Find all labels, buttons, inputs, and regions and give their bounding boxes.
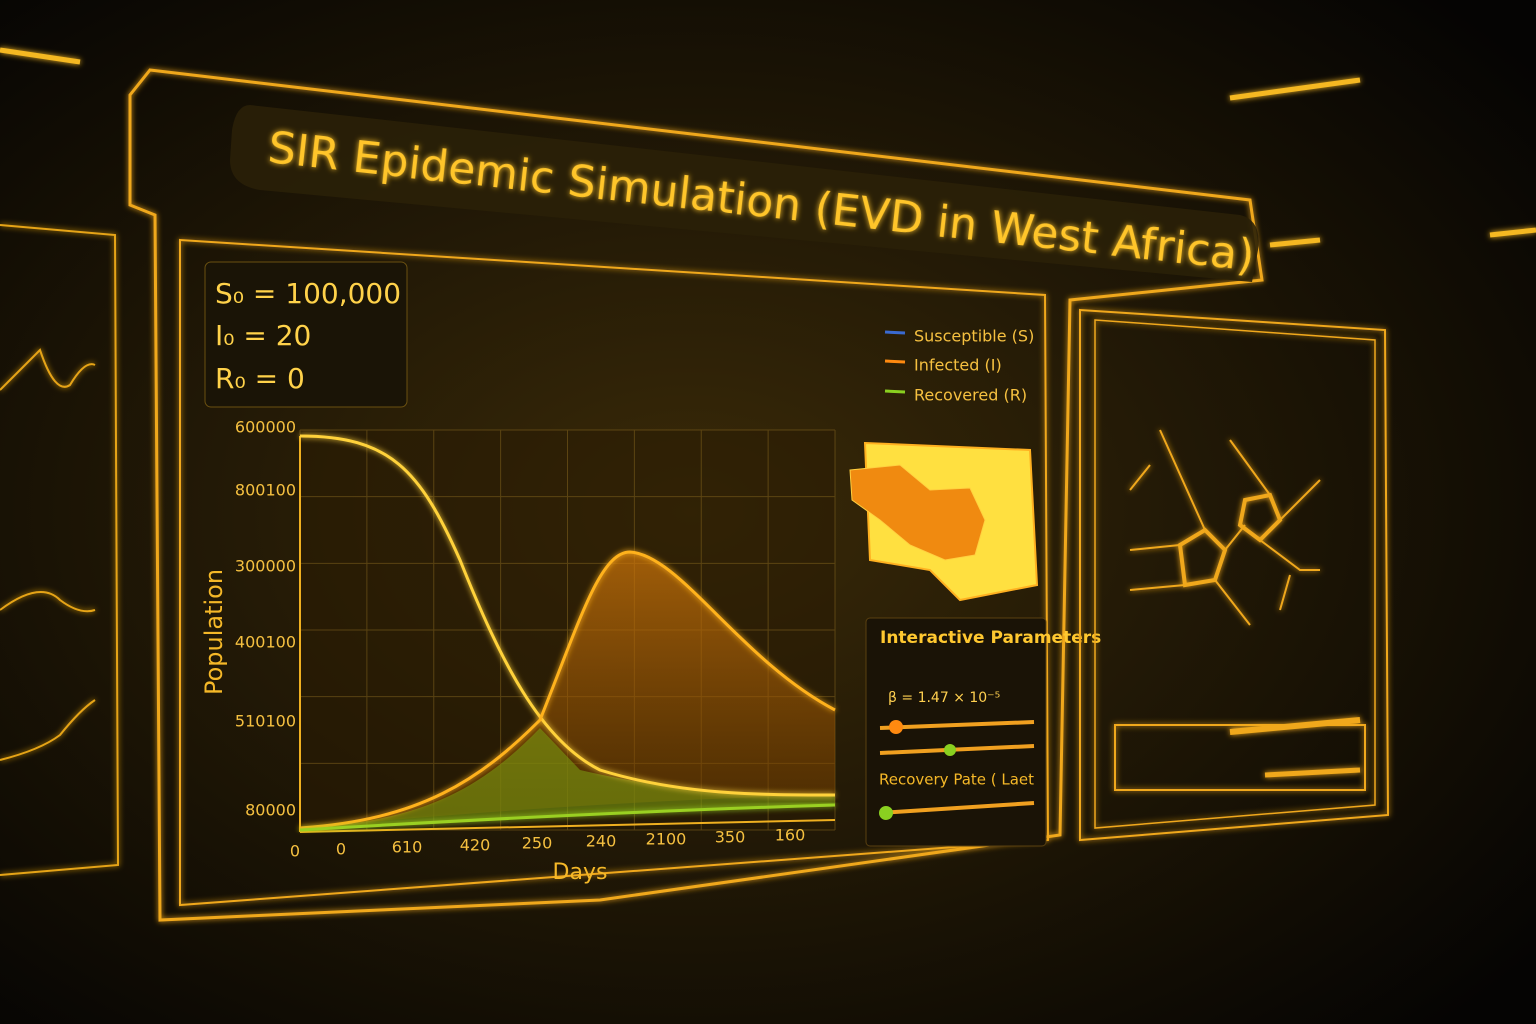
legend-label: Recovered (R)	[914, 386, 1027, 405]
title-bar	[230, 105, 1259, 282]
x-tick-label: 420	[460, 836, 491, 855]
x-tick-label: 0	[336, 840, 346, 859]
beta-slider[interactable]	[879, 720, 1035, 730]
legend-swatch	[884, 389, 906, 394]
legend: Susceptible (S) Infected (I) Recovered (…	[884, 327, 1034, 405]
legend-label: Infected (I)	[914, 356, 1002, 375]
legend-label: Susceptible (S)	[914, 327, 1034, 346]
ceiling-lights	[0, 47, 1536, 248]
condition: S₀ = 100,000	[215, 277, 401, 310]
parameters-title: Interactive Parameters	[880, 628, 1101, 648]
legend-swatch	[884, 359, 906, 364]
beta-label: β = 1.47 × 10⁻⁵	[888, 690, 1000, 706]
x-tick-label: 160	[775, 826, 806, 845]
y-tick-label: 300000	[235, 557, 296, 576]
conditions-box	[204, 261, 408, 408]
recovered-area	[300, 728, 835, 830]
slider-knob[interactable]	[944, 744, 956, 756]
left-panel	[0, 224, 120, 876]
y-axis-label: Population	[200, 569, 228, 695]
main-frame	[128, 68, 1264, 922]
y-tick-label: 510100	[235, 712, 296, 731]
right-panel	[1079, 308, 1390, 842]
susceptible-curve	[299, 434, 836, 797]
condition: I₀ = 20	[215, 319, 311, 352]
legend-swatch	[884, 330, 906, 335]
recovery-label: Recovery Pate ( Laet	[879, 771, 1034, 789]
x-tick-label: 250	[522, 834, 553, 853]
x-tick-label: 240	[586, 832, 617, 851]
x-axis-label: Days	[553, 860, 608, 885]
map	[849, 441, 1039, 602]
y-tick-label: 80000	[245, 801, 296, 820]
recovery-slider[interactable]	[879, 801, 1035, 815]
parameters-panel	[865, 617, 1047, 847]
slider-knob[interactable]	[889, 720, 903, 734]
y-tick-label: 800100	[235, 481, 296, 500]
condition: R₀ = 0	[215, 362, 305, 395]
x-tick-label: 610	[392, 838, 423, 857]
y-tick-label: 600000	[235, 418, 296, 437]
infected-area	[300, 552, 835, 828]
slider[interactable]	[879, 744, 1035, 755]
y-tick-label: 400100	[235, 633, 296, 652]
plot	[299, 429, 836, 833]
x-tick-label: 2100	[646, 830, 687, 849]
x-tick-label: 350	[715, 828, 746, 847]
slider-knob[interactable]	[879, 806, 893, 820]
x-tick-label: 0	[290, 842, 300, 861]
x-axis	[299, 819, 836, 833]
recovered-curve	[299, 803, 836, 832]
infected-curve	[299, 550, 836, 830]
